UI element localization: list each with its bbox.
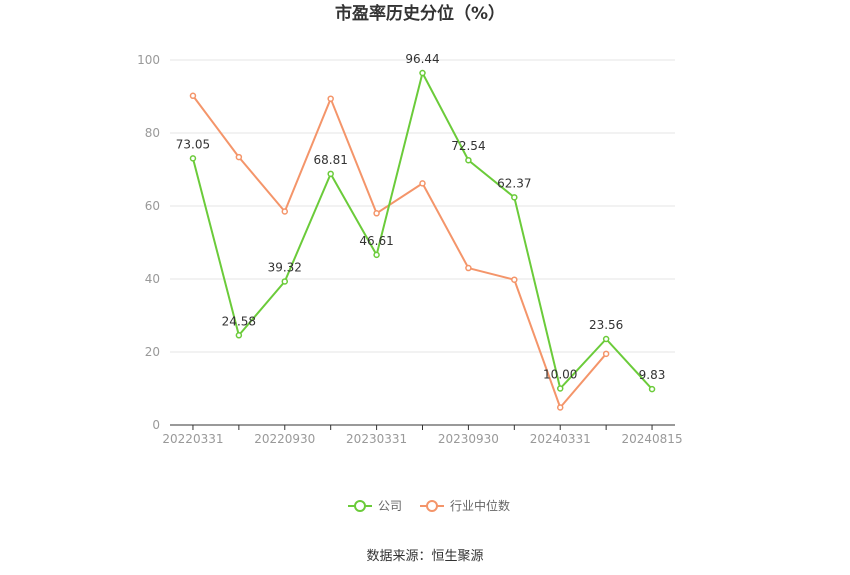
legend-item-0[interactable]: 公司 — [348, 499, 402, 513]
y-tick-label: 40 — [145, 272, 160, 286]
data-label: 96.44 — [405, 52, 439, 66]
data-label: 62.37 — [497, 176, 531, 190]
x-tick-label: 20230331 — [346, 432, 407, 446]
data-point[interactable] — [602, 350, 610, 358]
data-point[interactable] — [373, 251, 380, 259]
data-point[interactable] — [602, 335, 610, 343]
source-note: 数据来源：恒生聚源 — [366, 549, 483, 564]
data-label: 9.83 — [639, 368, 666, 382]
data-label: 72.54 — [451, 139, 485, 153]
data-point[interactable] — [281, 278, 289, 285]
x-tick-label: 20220930 — [254, 432, 315, 446]
y-tick-label: 60 — [145, 199, 160, 213]
y-tick-label: 0 — [152, 418, 160, 432]
y-tick-label: 80 — [145, 126, 160, 140]
x-tick-label: 20220331 — [162, 432, 223, 446]
legend-swatch-marker — [426, 500, 438, 512]
x-tick-label: 20230930 — [438, 432, 499, 446]
y-tick-label: 100 — [137, 53, 160, 67]
data-label: 39.32 — [268, 260, 302, 274]
data-label: 68.81 — [314, 153, 348, 167]
data-point[interactable] — [511, 276, 518, 283]
y-axis-ticks: 0 20 40 60 80 100 — [137, 53, 160, 432]
series-line-1 — [192, 95, 607, 409]
data-labels: 73.05 24.58 39.32 68.81 46.61 96.44 72.54 62.37… — [176, 52, 666, 382]
legend-label: 公司 — [378, 499, 402, 513]
x-axis: 20220331 20220930 20230331 20230930 20240331… — [162, 424, 683, 446]
y-tick-label: 20 — [145, 345, 160, 359]
data-point[interactable] — [556, 385, 564, 392]
data-point[interactable] — [327, 170, 334, 178]
grid — [170, 59, 675, 353]
legend-item-1[interactable]: 行业中位数 — [420, 498, 510, 513]
chart-title: 市盈率历史分位（%） — [335, 3, 505, 24]
data-point[interactable] — [465, 264, 472, 272]
x-tick-label: 20240815 — [622, 432, 683, 446]
series-layer — [189, 69, 656, 411]
x-tick-label: 20240331 — [530, 432, 591, 446]
data-point[interactable] — [419, 69, 426, 77]
data-point[interactable] — [511, 194, 518, 201]
data-label: 46.61 — [359, 234, 393, 248]
legend-label: 行业中位数 — [450, 498, 510, 513]
data-point[interactable] — [373, 210, 380, 217]
data-label: 10.00 — [543, 368, 577, 382]
data-point[interactable] — [419, 180, 426, 187]
series-line-0 — [191, 71, 653, 390]
data-point[interactable] — [189, 155, 197, 162]
data-point[interactable] — [648, 385, 656, 393]
data-point[interactable] — [189, 92, 197, 100]
data-label: 24.58 — [222, 314, 256, 328]
legend-swatch-marker — [354, 500, 366, 512]
data-label: 73.05 — [176, 137, 210, 151]
legend[interactable]: 公司 行业中位数 — [348, 498, 510, 513]
data-point[interactable] — [281, 208, 289, 215]
data-point[interactable] — [465, 156, 472, 164]
data-point[interactable] — [235, 153, 243, 161]
data-point[interactable] — [235, 332, 243, 339]
data-point[interactable] — [327, 95, 334, 102]
data-point[interactable] — [556, 404, 564, 411]
data-label: 23.56 — [589, 318, 623, 332]
